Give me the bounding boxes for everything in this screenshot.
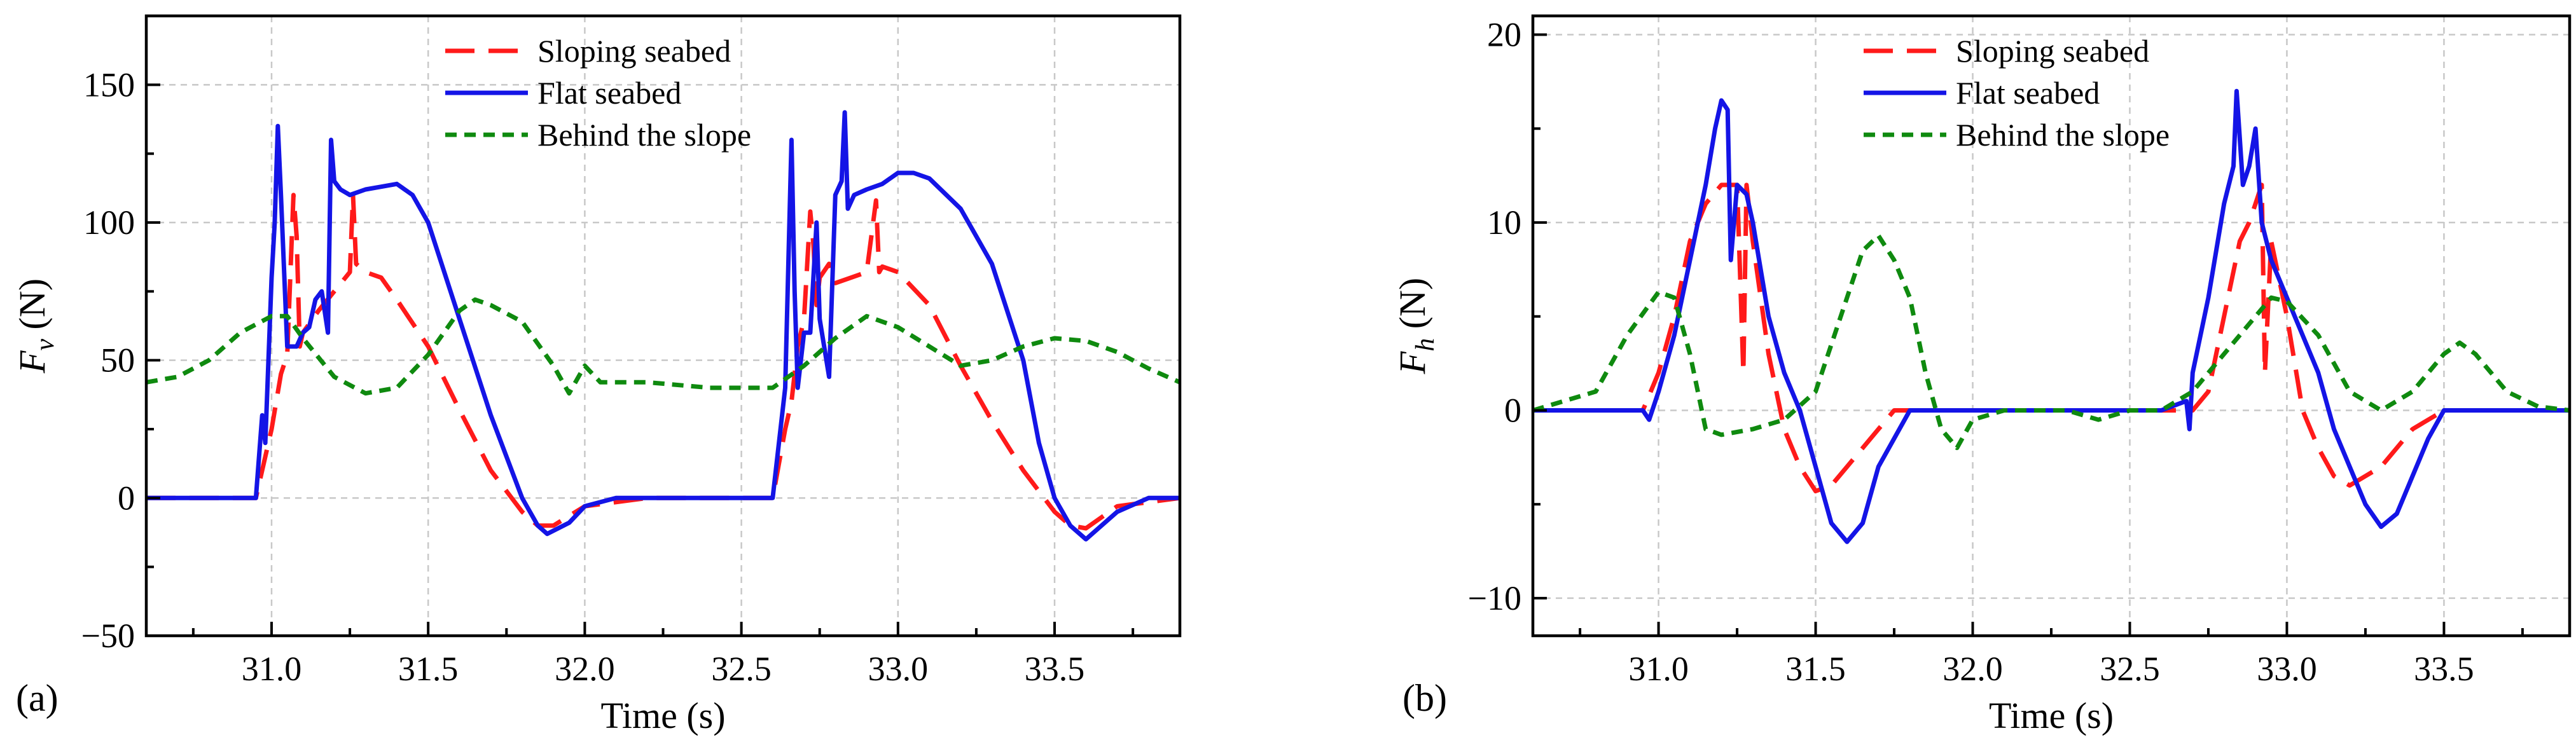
x-tick-label: 32.0 bbox=[1942, 650, 2003, 688]
legend-label: Sloping seabed bbox=[1956, 33, 2149, 69]
x-tick-label: 33.5 bbox=[2414, 650, 2474, 688]
panel-b: 31.0 31.5 32.0 32.5 33.0 33.5 −10 0 10 20 Time (s)… bbox=[1392, 14, 2572, 736]
series-line-behind-the-slope bbox=[1532, 233, 2570, 450]
y-tick-label: 10 bbox=[1487, 203, 1521, 242]
y-tick-label: 0 bbox=[1504, 391, 1521, 429]
series-line-flat-seabed bbox=[1533, 88, 2570, 544]
x-axis-label: Time (s) bbox=[1989, 695, 2114, 736]
panel-label: (a) bbox=[16, 677, 59, 719]
x-tick-label: 32.0 bbox=[555, 650, 615, 688]
y-tick-label: −50 bbox=[81, 617, 135, 655]
series-line-sloping-seabed bbox=[1533, 182, 2570, 493]
panel-label: (b) bbox=[1402, 677, 1447, 719]
y-tick-label: 100 bbox=[83, 203, 135, 242]
y-axis-label: Fv (N) bbox=[11, 278, 60, 374]
y-axis-label: Fh (N) bbox=[1392, 278, 1440, 374]
panel-a: 31.0 31.5 32.0 32.5 33.0 33.5 −50 0 50 100 150 Time… bbox=[11, 14, 1182, 736]
y-tick-label: 20 bbox=[1487, 16, 1521, 54]
x-tick-label: 33.0 bbox=[2257, 650, 2317, 688]
x-tick-label: 31.0 bbox=[242, 650, 302, 688]
legend-label: Behind the slope bbox=[537, 117, 751, 153]
legend-label: Behind the slope bbox=[1956, 117, 2170, 153]
x-tick-label: 31.0 bbox=[1628, 650, 1689, 688]
x-tick-label: 32.5 bbox=[2100, 650, 2160, 688]
x-tick-label: 32.5 bbox=[711, 650, 772, 688]
x-tick-label: 33.0 bbox=[868, 650, 929, 688]
series-line-flat-seabed bbox=[146, 110, 1180, 542]
legend-label: Flat seabed bbox=[537, 75, 681, 111]
series-line-behind-the-slope bbox=[146, 297, 1181, 396]
x-tick-label: 33.5 bbox=[1025, 650, 1085, 688]
legend-label: Sloping seabed bbox=[537, 33, 731, 69]
y-tick-label: 0 bbox=[118, 479, 135, 517]
x-tick-label: 31.5 bbox=[1785, 650, 1846, 688]
y-tick-label: 50 bbox=[100, 341, 135, 380]
y-tick-label: 150 bbox=[83, 65, 135, 104]
y-tick-label: −10 bbox=[1468, 579, 1521, 617]
x-tick-label: 31.5 bbox=[398, 650, 459, 688]
x-axis-label: Time (s) bbox=[600, 695, 725, 736]
legend-label: Flat seabed bbox=[1956, 75, 2100, 111]
